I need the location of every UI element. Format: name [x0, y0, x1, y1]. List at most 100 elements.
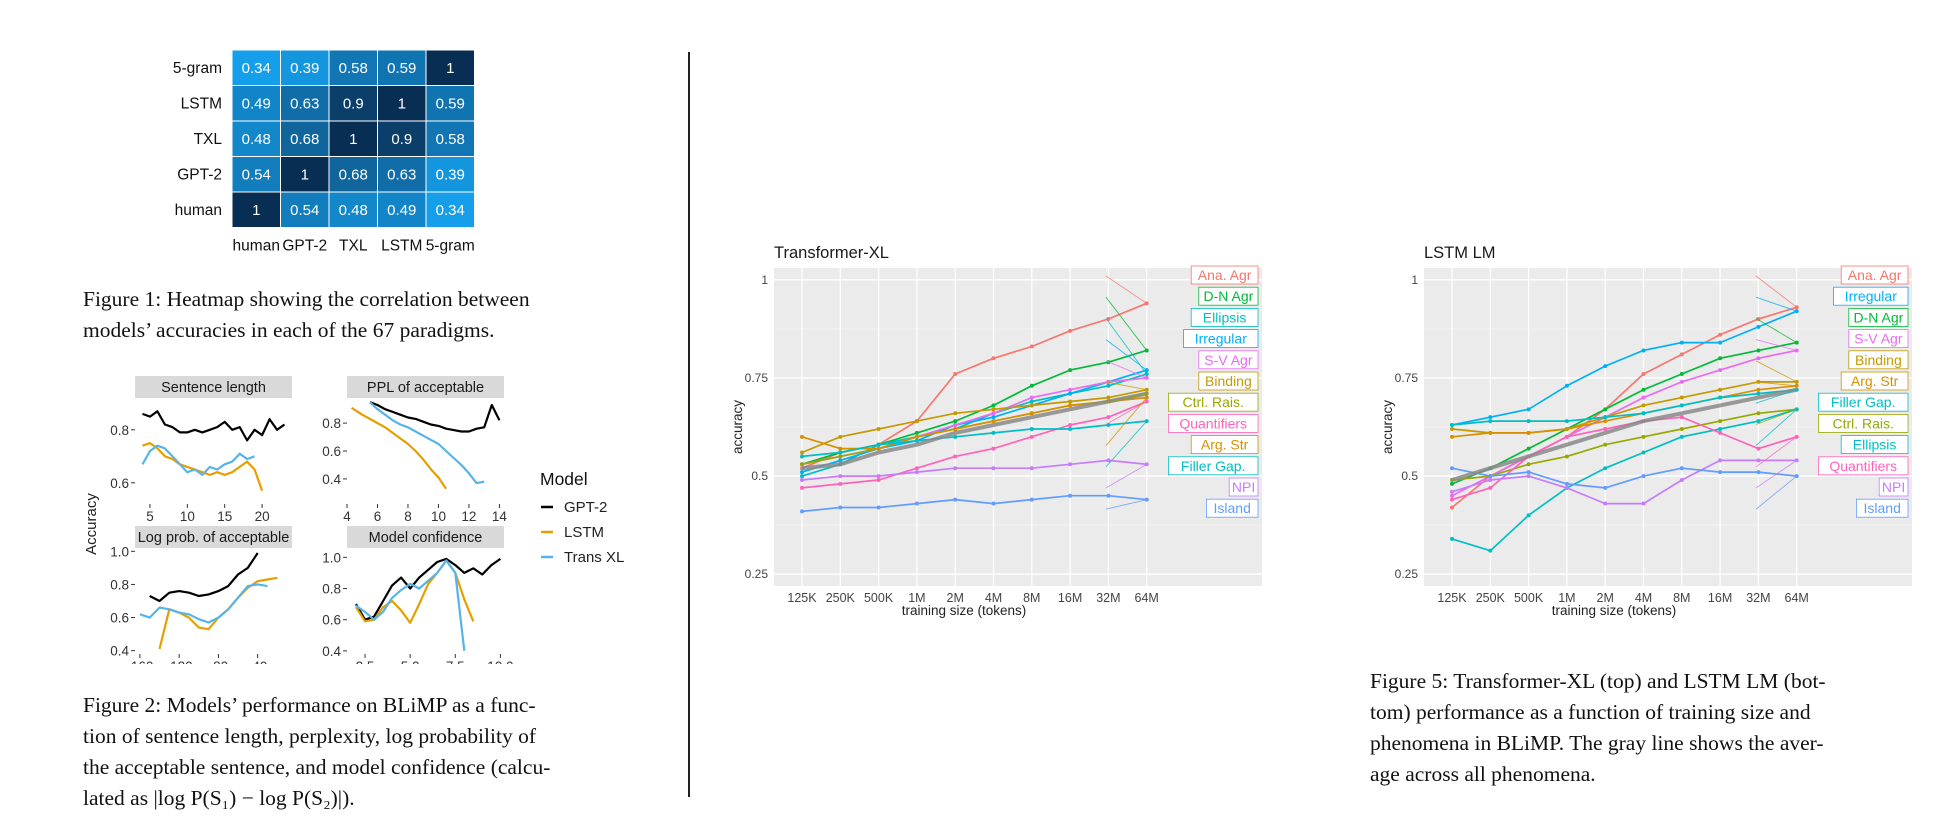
x-tick-label: 4: [343, 509, 351, 524]
series-label-box: [1198, 286, 1259, 306]
y-tick-label: 0.25: [1395, 567, 1419, 581]
data-point: [1488, 485, 1493, 490]
label-leader: [1105, 275, 1147, 304]
heatmap-value: 0.58: [436, 131, 465, 148]
heatmap-cell: [280, 120, 330, 157]
label-leader: [1755, 436, 1797, 468]
label-leader: [1105, 381, 1147, 391]
data-point: [1603, 466, 1608, 471]
label-leader: [1755, 360, 1797, 383]
y-axis-label: accuracy: [1380, 400, 1395, 454]
x-tick-label: 8M: [1023, 591, 1040, 605]
data-point: [1641, 474, 1646, 479]
data-point: [1756, 446, 1761, 451]
legend-label: LSTM: [564, 524, 604, 541]
heatmap-value: 1: [398, 95, 406, 112]
caption-line: phenomena in BLiMP. The gray line shows …: [1370, 731, 1824, 755]
data-point: [1603, 426, 1608, 431]
series-label: Binding: [1855, 352, 1902, 368]
series-label-box: [1817, 413, 1909, 433]
data-point: [1679, 434, 1684, 439]
data-point: [1068, 391, 1073, 396]
heatmap-value: 0.68: [290, 131, 319, 148]
data-point: [1603, 485, 1608, 490]
data-point: [1029, 426, 1034, 431]
series-label-box: [1167, 456, 1259, 476]
y-tick-label: 1: [1411, 273, 1418, 287]
data-point: [1488, 419, 1493, 424]
data-point: [1679, 395, 1684, 400]
x-tick-label: 5: [146, 509, 154, 524]
x-tick-label: 5.0: [401, 659, 420, 664]
data-point: [800, 474, 804, 479]
series-label: Irregular: [1195, 331, 1247, 347]
series-label: NPI: [1882, 479, 1905, 495]
data-point: [1106, 383, 1111, 388]
series-label: Quantifiers: [1829, 458, 1897, 474]
data-point: [1641, 387, 1646, 392]
x-tick-label: 500K: [864, 591, 894, 605]
data-point: [991, 411, 996, 416]
data-point: [1641, 395, 1646, 400]
x-tick-label: -40: [248, 659, 268, 664]
data-point: [1756, 470, 1761, 475]
heatmap-row-label: TXL: [194, 131, 223, 148]
y-tick-label: 1: [761, 273, 768, 287]
data-point: [1718, 458, 1723, 463]
data-point: [1450, 426, 1454, 431]
data-point: [1603, 419, 1608, 424]
series-label: D-N Agr: [1204, 288, 1254, 304]
y-axis-label: Accuracy: [83, 493, 100, 555]
y-tick-label: 0.75: [745, 371, 769, 385]
heatmap-value: 0.34: [242, 60, 271, 77]
data-point: [953, 466, 958, 471]
y-tick-label: 0.5: [751, 469, 768, 483]
heatmap-value: 0.39: [436, 166, 465, 183]
caption-line: models’ accuracies in each of the 67 par…: [83, 318, 495, 342]
label-leader: [1105, 360, 1147, 379]
series-line-gpt-2: [142, 410, 286, 442]
heatmap-cell: [231, 49, 281, 86]
performance-facet-plot: Sentence length 0.6 0.8 5 10 15 20 PPL of accep…: [83, 376, 624, 664]
data-point: [800, 454, 804, 459]
heatmap-value: 0.49: [242, 95, 271, 112]
series-line-trans-xl: [141, 444, 255, 476]
heatmap-value: 1: [301, 166, 309, 183]
data-point: [1641, 434, 1646, 439]
heatmap-value: 0.63: [387, 166, 416, 183]
series-line-filler-gap-: [801, 420, 1147, 458]
series-label: Quantifiers: [1179, 415, 1247, 431]
data-point: [1564, 383, 1569, 388]
heatmap-cell: [280, 49, 330, 86]
data-point: [838, 434, 843, 439]
y-tick-label: 0.8: [110, 577, 129, 592]
heatmap-value: 1: [349, 131, 357, 148]
heatmap-value: 0.48: [242, 131, 271, 148]
x-tick-label: 125K: [787, 591, 817, 605]
data-point: [914, 419, 919, 424]
data-point: [914, 434, 919, 439]
heatmap-cell: [425, 156, 475, 193]
data-point: [1450, 466, 1454, 471]
data-point: [1106, 493, 1111, 498]
data-point: [800, 470, 804, 475]
data-point: [838, 505, 843, 510]
heatmap-col-label: human: [233, 238, 280, 255]
data-point: [838, 450, 843, 455]
heatmap-value: 0.58: [339, 60, 368, 77]
heatmap-row-label: GPT-2: [177, 166, 222, 183]
data-point: [1029, 434, 1034, 439]
x-tick-label: 64M: [1135, 591, 1159, 605]
label-leader: [1755, 318, 1797, 343]
series-label-box: [1183, 329, 1259, 348]
series-line-npi: [1451, 459, 1797, 505]
chart-title: LSTM LM: [1424, 244, 1496, 262]
heatmap-cell: [328, 156, 378, 193]
data-point: [1068, 387, 1073, 392]
data-point: [914, 466, 919, 471]
series-line-binding: [801, 388, 1147, 454]
caption-line: lated as |log P(S₁) − log P(S₂)|).: [83, 786, 355, 810]
data-point: [1450, 505, 1454, 510]
heatmap-value: 1: [252, 202, 260, 219]
heatmap-cell: [231, 156, 281, 193]
